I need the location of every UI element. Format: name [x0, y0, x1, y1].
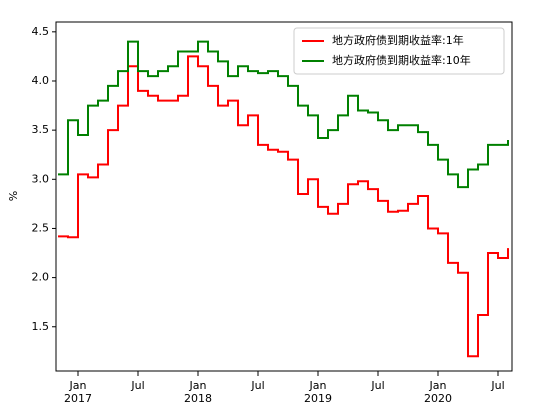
y-tick-label: 1.5 — [32, 320, 50, 333]
y-axis-label: % — [7, 191, 20, 201]
x-tick-label: Jul — [131, 379, 145, 392]
series-line — [58, 40, 509, 189]
x-tick-label: Jul — [251, 379, 265, 392]
y-tick-label: 2.5 — [32, 221, 50, 234]
legend-label: 地方政府债到期收益率:1年 — [332, 33, 464, 47]
plot-frame — [55, 21, 513, 372]
series-line — [58, 55, 509, 358]
x-tick-label: Jan 2020 — [424, 379, 452, 405]
y-tick-label: 3.5 — [32, 123, 50, 136]
x-tick-label: Jan 2017 — [64, 379, 92, 405]
legend-label: 地方政府债到期收益率:10年 — [332, 53, 471, 67]
x-tick-label: Jul — [491, 379, 505, 392]
x-tick-label: Jul — [371, 379, 385, 392]
x-tick-label: Jan 2019 — [304, 379, 332, 405]
y-tick-label: 4.5 — [32, 25, 50, 38]
y-tick-label: 4.0 — [32, 74, 50, 87]
y-tick-label: 3.0 — [32, 172, 50, 185]
legend-box — [293, 27, 505, 75]
y-tick-label: 2.0 — [32, 271, 50, 284]
x-tick-label: Jan 2018 — [184, 379, 212, 405]
